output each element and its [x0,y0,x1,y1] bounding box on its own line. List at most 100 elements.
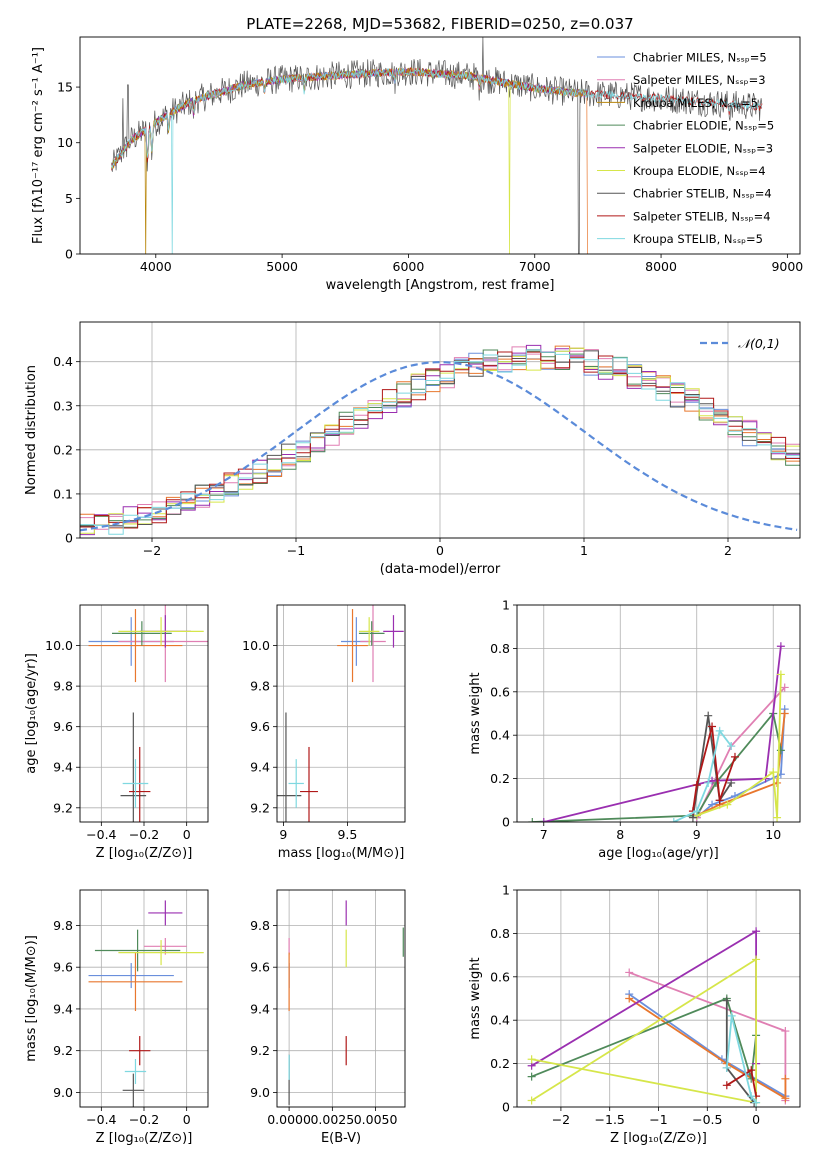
plot-area-age-vs-Z [88,605,208,822]
y-tick-label: 9.6 [250,719,270,734]
y-tick-label: 0 [502,815,510,830]
x-tick-label: 5000 [266,259,298,274]
y-tick-label: 0.8 [490,926,510,941]
y-axis-label: Flux [fλ10⁻¹⁷ erg cm⁻² s⁻¹ A⁻¹] [31,47,46,244]
y-tick-label: 9.0 [53,1085,73,1100]
y-tick-label: 0.3 [53,398,73,413]
y-axis-label: Normed distribution [24,365,39,495]
weight-point-marker [723,800,732,809]
y-tick-label: 9.2 [250,800,270,815]
x-tick-label: 2 [724,543,732,558]
x-tick-label: 0 [183,1112,191,1127]
spectrum-line [111,67,763,254]
axes-frame [276,889,406,1108]
weight-series-line [543,646,782,822]
y-tick-label: 0.2 [53,442,73,457]
plot-area-spectrum [111,37,763,254]
legend-entry: Chabrier STELIB, Nₛₛₚ=4 [633,187,772,201]
normal-curve [80,360,798,532]
x-tick-label: 0.0000 [267,1112,311,1127]
x-tick-label: 9.5 [337,827,357,842]
x-axis-label: (data-model)/error [380,562,501,577]
y-tick-label: 0.6 [490,969,510,984]
x-tick-label: 0 [436,543,444,558]
y-tick-label: 10.0 [45,638,73,653]
axes-frame [516,604,801,823]
y-tick-label: 9.4 [250,1001,270,1016]
weight-point-marker [780,709,789,718]
x-tick-label: 9 [693,827,701,842]
weight-point-marker [704,711,713,720]
legend-entry: Salpeter STELIB, Nₛₛₚ=4 [633,209,771,223]
x-tick-label: 0.0050 [354,1112,398,1127]
x-tick-label: −2 [552,1112,570,1127]
axes-mass-vs-ebv: 0.0000 0.0025 0.0050 9.0 9.2 9.4 9.6 9.8 E(B-V) [250,889,406,1146]
weight-point-marker [722,1063,731,1072]
y-tick-label: 0.4 [490,1013,510,1028]
y-tick-label: 0.4 [53,354,73,369]
y-tick-label: 0.4 [490,728,510,743]
y-tick-label: 9.2 [53,1043,73,1058]
x-axis-label: mass [log₁₀(M/M⊙)] [278,846,405,861]
axes-frame [516,889,801,1108]
axes-age-vs-Z: −0.4 −0.2 0 9.2 9.4 9.6 9.8 10.0 Z [log₁₀(Z/Z⊙)]… [24,604,209,861]
x-tick-label: 1 [580,543,588,558]
weight-point-marker [715,796,724,805]
weight-point-marker [539,818,548,822]
weight-point-marker [776,670,785,679]
figure-title: PLATE=2268, MJD=53682, FIBERID=0250, z=0… [246,15,633,33]
weight-point-marker [669,818,678,822]
x-tick-label: 6000 [393,259,425,274]
legend-entry: Kroupa STELIB, Nₛₛₚ=5 [633,232,763,246]
y-axis-label: mass [log₁₀(M/M⊙)] [24,935,39,1062]
weight-point-marker [780,683,789,692]
weight-point-marker [625,994,634,1003]
y-tick-label: 9.6 [53,960,73,975]
x-tick-label: 0.0025 [310,1112,354,1127]
plot-area-weight-vs-age [528,642,789,822]
x-tick-label: 0 [752,1112,760,1127]
y-axis-label: mass weight [468,672,483,754]
axes-frame [79,36,801,255]
y-tick-label: 0.8 [490,641,510,656]
y-tick-label: 9.8 [250,679,270,694]
y-tick-label: 10.0 [242,638,270,653]
weight-point-marker [747,1074,756,1083]
x-tick-label: −1 [649,1112,667,1127]
weight-point-marker [692,807,701,816]
y-tick-label: 0.2 [490,1056,510,1071]
weight-point-marker [752,955,761,964]
weight-point-marker [708,722,717,731]
y-tick-label: 9.8 [250,918,270,933]
x-axis-label: age [log₁₀(age/yr)] [598,846,719,861]
weight-point-marker [527,1096,536,1105]
axes-age-vs-mass: 9 9.5 9.2 9.4 9.6 9.8 10.0 mass [log₁₀(M/M⊙)] [242,604,406,861]
y-tick-label: 5 [65,191,73,206]
y-tick-label: 1 [502,883,510,898]
weight-point-marker [704,778,713,787]
x-tick-label: −0.5 [692,1112,722,1127]
y-tick-label: 9.2 [53,800,73,815]
x-axis-label: Z [log₁₀(Z/Z⊙)] [610,1131,707,1146]
axes-weight-vs-age: 7 8 9 10 0 0.2 0.4 0.6 0.8 1 age [log₁₀(age/yr)] ma… [468,598,801,861]
weight-point-marker [769,768,778,777]
legend-entry: Kroupa MILES, Nₛₛₚ=5 [633,96,758,110]
y-tick-label: 0.1 [53,486,73,501]
x-tick-label: 9 [279,827,287,842]
axes-frame [79,889,209,1108]
x-tick-label: −2 [143,543,161,558]
y-tick-label: 0 [65,531,73,546]
legend-entry: Chabrier ELODIE, Nₛₛₚ=5 [633,119,774,133]
x-tick-label: −0.4 [86,1112,116,1127]
y-tick-label: 9.4 [53,760,73,775]
histogram-series [80,349,800,538]
weight-series-line [725,1015,757,1104]
weight-point-marker [776,642,785,651]
weight-point-marker [692,781,701,790]
histogram-series [80,351,800,538]
y-tick-label: 9.6 [250,960,270,975]
x-tick-label: 9000 [771,259,803,274]
y-tick-label: 0.6 [490,684,510,699]
x-axis-label: E(B-V) [321,1131,361,1146]
x-tick-label: 0 [183,827,191,842]
